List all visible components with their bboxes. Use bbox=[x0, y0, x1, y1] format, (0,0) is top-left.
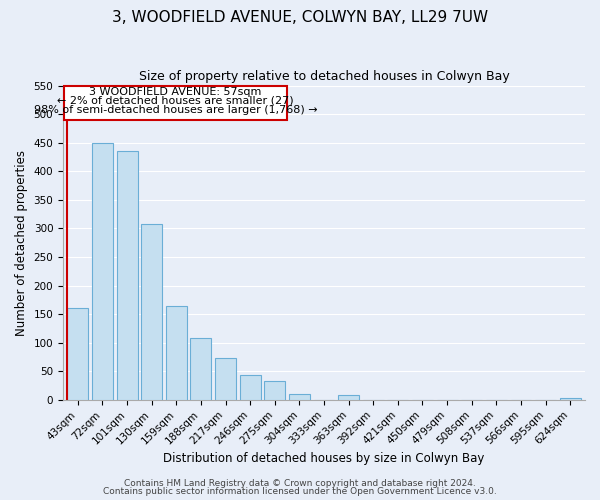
X-axis label: Distribution of detached houses by size in Colwyn Bay: Distribution of detached houses by size … bbox=[163, 452, 485, 465]
Bar bbox=[560, 398, 581, 400]
Bar bbox=[190, 338, 211, 400]
Text: ← 2% of detached houses are smaller (27): ← 2% of detached houses are smaller (27) bbox=[58, 96, 294, 106]
Bar bbox=[289, 394, 310, 400]
Bar bbox=[141, 224, 162, 400]
Bar bbox=[215, 358, 236, 400]
Bar bbox=[239, 376, 260, 400]
Bar bbox=[116, 152, 137, 400]
Text: 3 WOODFIELD AVENUE: 57sqm: 3 WOODFIELD AVENUE: 57sqm bbox=[89, 88, 262, 98]
Title: Size of property relative to detached houses in Colwyn Bay: Size of property relative to detached ho… bbox=[139, 70, 509, 83]
Text: 98% of semi-detached houses are larger (1,768) →: 98% of semi-detached houses are larger (… bbox=[34, 104, 317, 115]
Bar bbox=[265, 381, 285, 400]
Bar bbox=[92, 142, 113, 400]
Bar bbox=[338, 396, 359, 400]
Text: 3, WOODFIELD AVENUE, COLWYN BAY, LL29 7UW: 3, WOODFIELD AVENUE, COLWYN BAY, LL29 7U… bbox=[112, 10, 488, 25]
FancyBboxPatch shape bbox=[64, 86, 287, 120]
Text: Contains public sector information licensed under the Open Government Licence v3: Contains public sector information licen… bbox=[103, 487, 497, 496]
Bar bbox=[67, 308, 88, 400]
Bar bbox=[166, 306, 187, 400]
Y-axis label: Number of detached properties: Number of detached properties bbox=[15, 150, 28, 336]
Text: Contains HM Land Registry data © Crown copyright and database right 2024.: Contains HM Land Registry data © Crown c… bbox=[124, 478, 476, 488]
